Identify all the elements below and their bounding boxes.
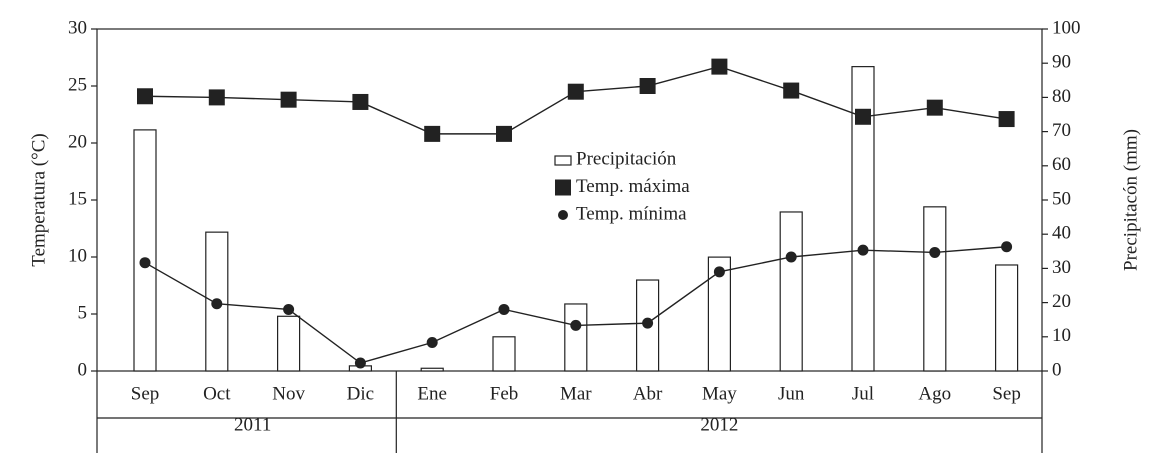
x-tick-label: Dic: [347, 383, 374, 404]
x-tick-label: Feb: [490, 383, 519, 404]
x-tick-label: Mar: [560, 383, 592, 404]
bar: [564, 303, 588, 372]
marker: [567, 83, 584, 100]
bar: [420, 367, 444, 372]
marker: [639, 78, 656, 94]
bar: [923, 206, 947, 372]
y-tick-label: 15: [68, 188, 87, 209]
marker: [1001, 241, 1013, 253]
legend-swatch: [554, 155, 572, 166]
marker: [998, 111, 1015, 128]
y2-tick-label: 50: [1052, 188, 1071, 209]
y2-tick-label: 90: [1052, 52, 1071, 73]
marker: [711, 58, 728, 75]
marker: [929, 246, 941, 258]
marker: [352, 93, 369, 110]
x-tick-label: Sep: [131, 383, 160, 404]
group-label: 2011: [234, 414, 271, 435]
legend-label: Temp. mínima: [576, 203, 687, 224]
y2-tick-label: 30: [1052, 257, 1071, 278]
y-tick-label: 25: [68, 74, 87, 95]
y-tick-label: 0: [78, 359, 88, 380]
y2-tick-label: 20: [1052, 291, 1071, 312]
x-tick-label: Nov: [272, 383, 305, 404]
bar: [994, 264, 1019, 372]
marker: [926, 99, 943, 116]
marker: [139, 257, 151, 269]
y2-tick-label: 10: [1052, 325, 1071, 346]
bar: [133, 129, 157, 372]
y2-tick-label: 60: [1052, 154, 1071, 175]
x-tick-label: May: [702, 383, 737, 404]
y2-tick-label: 70: [1052, 120, 1071, 141]
y-tick-label: 5: [78, 302, 88, 323]
marker: [642, 317, 654, 329]
y-axis-label: Temperatura (°C): [28, 133, 49, 266]
marker: [280, 91, 297, 108]
y2-axis-label: Precipitacón (mm): [1120, 129, 1141, 271]
x-tick-label: Ago: [918, 383, 951, 404]
marker: [283, 303, 295, 315]
x-tick-label: Oct: [203, 383, 231, 404]
marker: [855, 108, 871, 125]
marker: [137, 88, 153, 105]
marker: [785, 251, 797, 263]
x-tick-label: Jul: [852, 383, 874, 404]
bar: [851, 66, 875, 372]
marker: [424, 125, 441, 142]
x-tick-label: Abr: [633, 383, 663, 404]
y-tick-label: 10: [68, 245, 87, 266]
legend-swatch: [555, 179, 571, 196]
bar: [492, 336, 516, 372]
marker: [713, 266, 725, 278]
group-label: 2012: [700, 414, 738, 435]
bar: [779, 211, 803, 372]
marker: [783, 82, 800, 99]
marker: [857, 244, 869, 256]
line: [144, 65, 1007, 135]
marker: [498, 303, 510, 315]
marker: [496, 125, 512, 142]
legend-swatch: [558, 210, 568, 220]
marker: [208, 89, 225, 106]
marker: [211, 298, 223, 310]
legend-label: Precipitación: [576, 148, 677, 169]
legend-label: Temp. máxima: [576, 176, 690, 197]
marker: [570, 319, 582, 331]
y2-tick-label: 100: [1052, 17, 1081, 38]
x-tick-label: Sep: [992, 383, 1021, 404]
y-tick-label: 20: [68, 131, 87, 152]
x-tick-label: Ene: [417, 383, 447, 404]
marker: [354, 357, 366, 369]
y2-tick-label: 80: [1052, 86, 1071, 107]
marker: [426, 337, 438, 348]
bar: [707, 256, 732, 372]
y2-tick-label: 40: [1052, 223, 1071, 244]
x-tick-label: Jun: [778, 383, 805, 404]
bar: [277, 315, 301, 372]
y2-tick-label: 0: [1052, 359, 1062, 380]
y-tick-label: 30: [68, 17, 87, 38]
